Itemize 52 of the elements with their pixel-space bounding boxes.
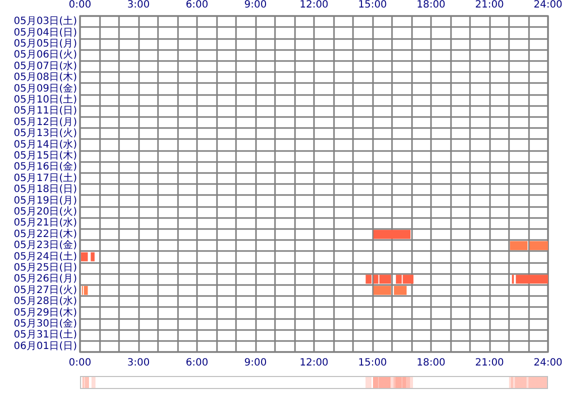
y-tick-label: 05月27日(火) [14,284,78,296]
y-tick-label: 05月16日(金) [14,160,78,173]
y-tick-label: 05月10日(土) [14,94,78,106]
y-tick-label: 05月07日(水) [14,60,78,72]
x2-tick-label: 0:00 [68,0,92,10]
x2-tick-label: 6:00 [186,0,208,10]
x2-tick-label: 18:00 [416,0,446,10]
x2-tick-label: 24:00 [534,0,562,10]
y-tick-label: 05月30日(金) [14,318,78,330]
bar [366,274,372,284]
x-tick-label: 0:00 [68,358,92,368]
y-tick-label: 05月21日(水) [14,216,78,229]
bar [80,252,88,262]
y-tick-label: 05月28日(水) [14,295,78,308]
x-tick-label: 21:00 [475,358,504,368]
y-tick-label: 05月11日(日) [14,106,78,117]
y-tick-label: 05月05日(月) [14,38,78,50]
x-tick-label: 6:00 [186,358,208,368]
x-tick-label: 9:00 [244,358,267,368]
y-tick-label: 05月20日(火) [14,206,78,218]
x-tick-label: 24:00 [534,358,562,368]
y-tick-label: 05月24日(土) [14,250,78,262]
y-tick-label: 05月26日(月) [14,274,78,285]
y-tick-label: 05月09日(金) [14,82,78,94]
x2-tick-label: 15:00 [358,0,387,10]
y-tick-label: 05月29日(木) [14,306,78,318]
y-tick-label: 05月19日(月) [14,195,78,206]
x-tick-label: 3:00 [127,358,150,368]
x2-tick-label: 12:00 [300,0,328,10]
x-tick-label: 18:00 [416,358,446,368]
x-tick-label: 15:00 [358,358,387,368]
y-tick-label: 05月23日(金) [14,239,78,252]
y-tick-label: 05月03日(土) [14,15,78,28]
y-tick-label: 05月08日(木) [14,71,78,84]
y-tick-label: 05月04日(日) [14,27,78,38]
y-tick-label: 05月12日(月) [14,116,78,128]
bar [373,230,411,239]
y-tick-label: 05月15日(木) [14,150,78,162]
y-tick-label: 05月13日(火) [14,127,78,140]
y-tick-label: 05月22日(木) [14,228,78,240]
y-tick-label: 06月01日(日) [14,340,78,352]
y-tick-label: 05月17日(土) [14,172,78,184]
x2-tick-label: 3:00 [127,0,150,10]
x-tick-label: 12:00 [300,358,328,368]
y-tick-label: 05月25日(日) [14,262,78,274]
x2-tick-label: 21:00 [475,0,504,10]
x2-tick-label: 9:00 [244,0,267,10]
y-tick-label: 05月18日(日) [14,184,78,196]
y-tick-label: 05月31日(土) [14,328,78,341]
y-tick-label: 05月14日(水) [14,138,78,150]
y-tick-label: 05月06日(火) [14,48,78,61]
bar [516,274,548,284]
